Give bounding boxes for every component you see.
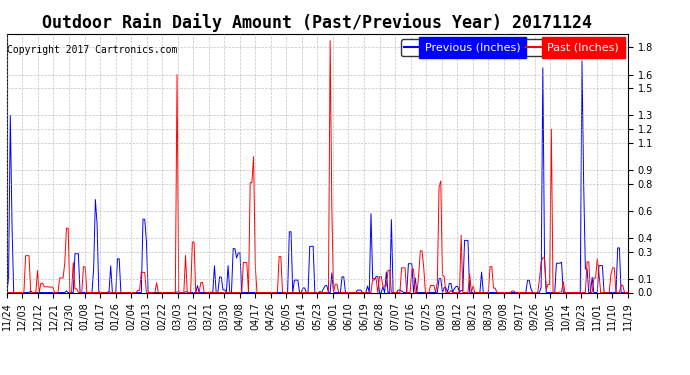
Past (Inches) [624,290,632,295]
Previous (Inches) [578,59,586,63]
Past (Inches) [464,290,472,295]
Previous (Inches) [338,274,346,279]
Past (Inches) [130,290,139,295]
Line: Past (Inches): Past (Inches) [7,40,628,292]
Previous (Inches) [428,290,436,295]
Past (Inches) [3,290,11,295]
Line: Previous (Inches): Previous (Inches) [7,61,628,292]
Past (Inches) [430,283,438,288]
Past (Inches) [326,38,334,43]
Previous (Inches) [3,290,11,295]
Previous (Inches) [64,290,72,295]
Previous (Inches) [624,290,632,295]
Previous (Inches) [130,290,139,295]
Past (Inches) [64,226,72,230]
Text: Copyright 2017 Cartronics.com: Copyright 2017 Cartronics.com [7,45,177,55]
Previous (Inches) [462,238,471,243]
Previous (Inches) [108,290,117,295]
Title: Outdoor Rain Daily Amount (Past/Previous Year) 20171124: Outdoor Rain Daily Amount (Past/Previous… [42,13,593,32]
Past (Inches) [339,290,348,295]
Legend: Previous (Inches), Past (Inches): Previous (Inches), Past (Inches) [400,39,622,56]
Past (Inches) [108,290,117,295]
